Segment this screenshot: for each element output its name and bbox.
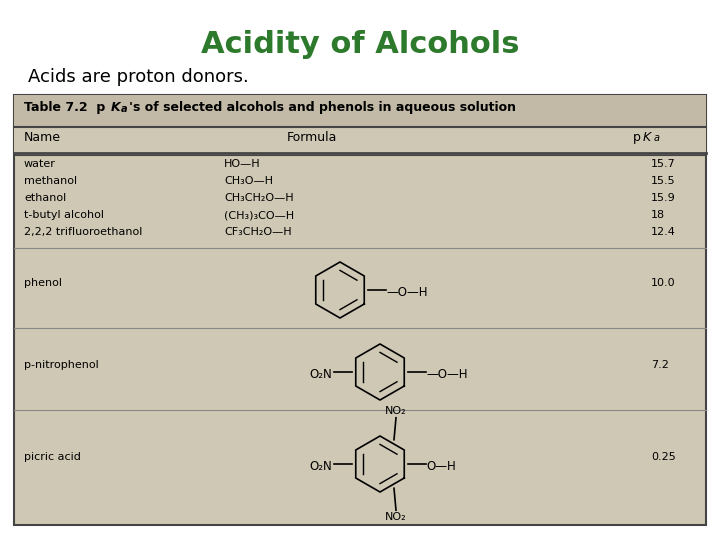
Text: 15.5: 15.5 — [651, 176, 675, 186]
Text: a: a — [654, 133, 660, 143]
Text: K: K — [642, 131, 651, 144]
Text: water: water — [24, 159, 56, 169]
Text: (CH₃)₃CO—H: (CH₃)₃CO—H — [224, 210, 294, 220]
Text: NO₂: NO₂ — [385, 512, 407, 522]
Text: p: p — [634, 131, 642, 144]
Text: picric acid: picric acid — [24, 452, 81, 462]
Text: —O—H: —O—H — [426, 368, 467, 381]
Text: 15.7: 15.7 — [651, 159, 676, 169]
Text: Acids are proton donors.: Acids are proton donors. — [28, 68, 248, 86]
Text: a: a — [121, 104, 127, 114]
Text: O—H: O—H — [426, 460, 456, 473]
Text: p-nitrophenol: p-nitrophenol — [24, 360, 99, 370]
Bar — [14, 127, 706, 153]
Text: 12.4: 12.4 — [651, 227, 676, 237]
Text: ethanol: ethanol — [24, 193, 66, 203]
Text: CF₃CH₂O—H: CF₃CH₂O—H — [224, 227, 292, 237]
Text: K: K — [111, 101, 121, 114]
Text: O₂N: O₂N — [310, 460, 332, 473]
Text: Formula: Formula — [287, 131, 337, 144]
Text: Table 7.2  p: Table 7.2 p — [24, 101, 105, 114]
Text: methanol: methanol — [24, 176, 77, 186]
Text: 15.9: 15.9 — [651, 193, 676, 203]
Text: NO₂: NO₂ — [385, 406, 407, 416]
Text: Name: Name — [24, 131, 61, 144]
Text: t-butyl alcohol: t-butyl alcohol — [24, 210, 104, 220]
Text: 7.2: 7.2 — [651, 360, 669, 370]
Text: 18: 18 — [651, 210, 665, 220]
Text: CH₃O—H: CH₃O—H — [224, 176, 273, 186]
Text: O₂N: O₂N — [310, 368, 332, 381]
Bar — [14, 95, 706, 127]
Text: 's of selected alcohols and phenols in aqueous solution: 's of selected alcohols and phenols in a… — [129, 101, 516, 114]
Text: 0.25: 0.25 — [651, 452, 676, 462]
Text: HO—H: HO—H — [224, 159, 261, 169]
Text: 2,2,2 trifluoroethanol: 2,2,2 trifluoroethanol — [24, 227, 143, 237]
Text: —O—H: —O—H — [386, 286, 428, 299]
Text: phenol: phenol — [24, 278, 62, 288]
Text: CH₃CH₂O—H: CH₃CH₂O—H — [224, 193, 294, 203]
Bar — [14, 95, 706, 525]
Text: Acidity of Alcohols: Acidity of Alcohols — [201, 30, 519, 59]
Text: 10.0: 10.0 — [651, 278, 675, 288]
